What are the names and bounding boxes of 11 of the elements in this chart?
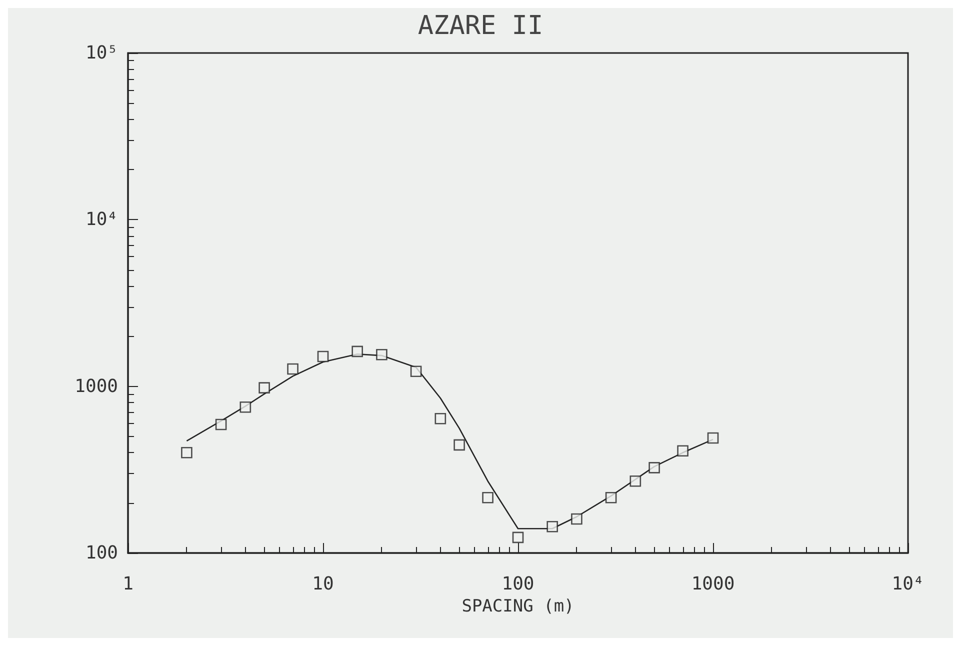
x-tick-label: 1000 [691,574,735,594]
y-tick-label: 100 [85,542,118,564]
x-tick-label: 100 [502,574,534,594]
x-tick-label: 1 [122,574,134,594]
x-tick-label: 10 [312,574,334,594]
y-tick-label: 10⁵ [85,42,118,64]
x-axis-title: SPACING (m) [462,596,574,616]
x-tick-label: 10⁴ [892,574,924,594]
y-tick-label: 1000 [74,376,118,397]
y-tick-label: 10⁴ [85,209,118,230]
chart-title: AZARE II [418,11,544,41]
